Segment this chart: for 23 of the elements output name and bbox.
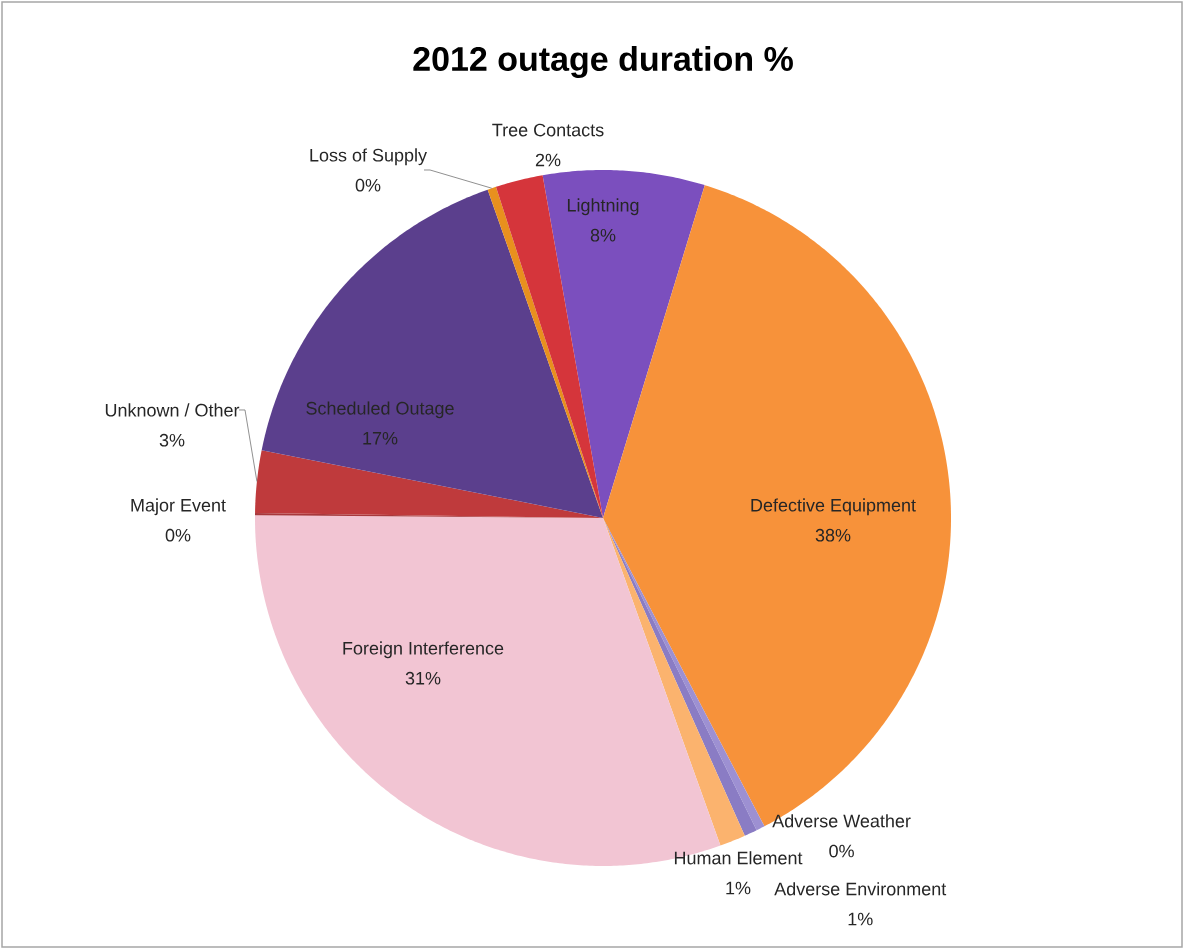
slice-label: Human Element xyxy=(674,851,803,865)
data-label: 17% xyxy=(363,431,398,445)
slice-label: Lightning xyxy=(567,198,639,216)
slice-label: Foreign Interference xyxy=(343,641,504,659)
data-label: 0% xyxy=(355,178,381,192)
data-label: 8% xyxy=(590,228,616,242)
data-label: 1% xyxy=(726,881,751,895)
data-label: 38% xyxy=(815,528,851,542)
slice-label: Loss of Supply xyxy=(310,148,427,166)
data-label: 0% xyxy=(165,528,191,542)
slice-label: Tree Contacts xyxy=(492,123,604,137)
slice-label: Unknown / Other xyxy=(105,403,240,417)
data-label: 31% xyxy=(405,671,441,685)
slice-label: Adverse Weather xyxy=(772,814,911,828)
slice-label: Scheduled Outage xyxy=(306,401,454,419)
data-label: 1% xyxy=(848,912,873,926)
slice-label: Major Event xyxy=(131,498,226,516)
slice-label: Adverse Environment xyxy=(774,882,947,896)
data-label: 3% xyxy=(159,433,185,447)
slice-label: Defective Equipment xyxy=(751,498,916,516)
data-label: 2% xyxy=(535,153,561,167)
chart-title: 2012 outage duration % xyxy=(413,46,793,78)
data-label: 0% xyxy=(829,844,854,858)
